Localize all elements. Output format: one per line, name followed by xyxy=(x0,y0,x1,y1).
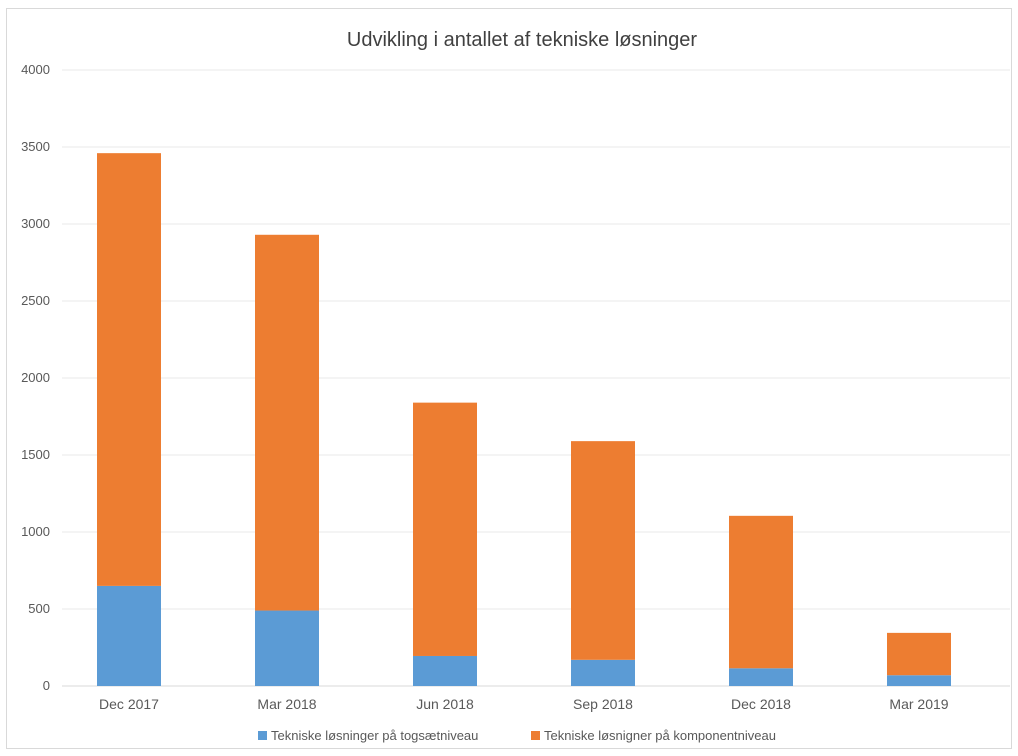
bar-segment-togsaetniveau xyxy=(413,655,477,686)
y-tick-label: 3000 xyxy=(21,216,50,231)
x-tick-label: Mar 2019 xyxy=(889,696,948,712)
bar-segment-komponentniveau xyxy=(729,515,793,669)
y-tick-label: 3500 xyxy=(21,139,50,154)
x-axis-ticks: Dec 2017 Mar 2018 Jun 2018 Sep 2018 Dec 2018… xyxy=(99,696,949,712)
legend-label: Tekniske løsninger på togsætniveau xyxy=(271,728,478,743)
y-tick-label: 4000 xyxy=(21,62,50,77)
bar-segment-komponentniveau xyxy=(571,441,635,660)
legend-label: Tekniske løsnigner på komponentniveau xyxy=(544,728,776,743)
legend-swatch xyxy=(531,731,540,740)
y-axis-ticks: 0 500 1000 1500 2000 2500 3000 3500 4000 xyxy=(21,62,50,693)
y-tick-label: 2500 xyxy=(21,293,50,308)
y-tick-label: 0 xyxy=(43,678,50,693)
bar-segment-togsaetniveau xyxy=(255,610,319,686)
chart-title: Udvikling i antallet af tekniske løsning… xyxy=(347,29,698,51)
bar-segment-komponentniveau xyxy=(413,402,477,656)
x-tick-label: Dec 2018 xyxy=(731,696,791,712)
legend: Tekniske løsninger på togsætniveau Teknis… xyxy=(258,728,776,743)
bar-segment-komponentniveau xyxy=(97,153,161,586)
x-tick-label: Sep 2018 xyxy=(573,696,633,712)
bars xyxy=(97,153,951,686)
gridlines xyxy=(62,69,1010,687)
y-tick-label: 1500 xyxy=(21,447,50,462)
y-tick-label: 1000 xyxy=(21,524,50,539)
bar-segment-komponentniveau xyxy=(887,632,951,676)
y-tick-label: 500 xyxy=(28,601,50,616)
bar-segment-togsaetniveau xyxy=(571,659,635,686)
x-tick-label: Dec 2017 xyxy=(99,696,159,712)
bar-segment-komponentniveau xyxy=(255,234,319,611)
bar-segment-togsaetniveau xyxy=(729,668,793,686)
chart-frame xyxy=(6,8,1012,749)
bar-segment-togsaetniveau xyxy=(97,585,161,686)
y-tick-label: 2000 xyxy=(21,370,50,385)
x-tick-label: Mar 2018 xyxy=(257,696,316,712)
bar-segment-togsaetniveau xyxy=(887,675,951,686)
legend-swatch xyxy=(258,731,267,740)
x-tick-label: Jun 2018 xyxy=(416,696,474,712)
